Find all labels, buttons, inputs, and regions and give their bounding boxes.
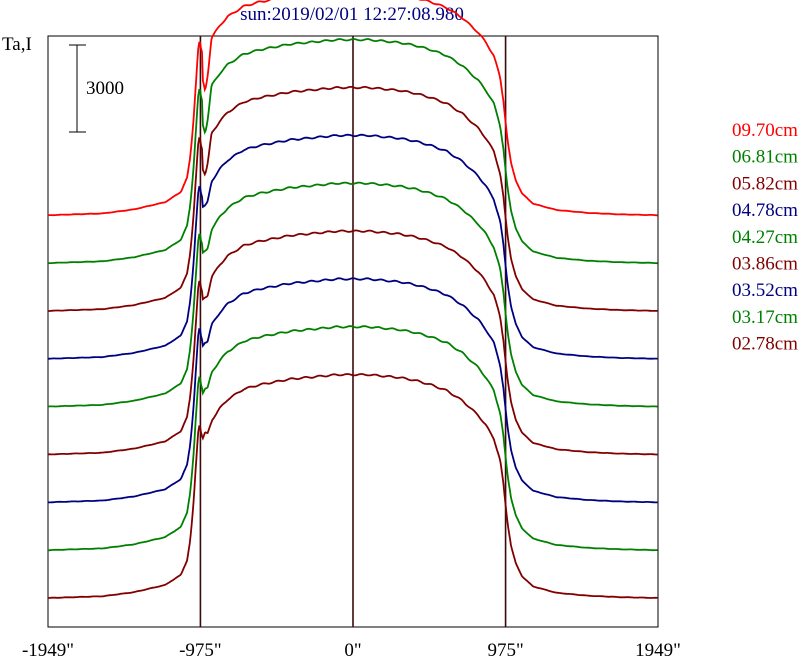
legend-entry: 03.52cm [732,280,798,301]
series-line [48,85,658,312]
series-line [47,133,658,360]
x-tick-label: 1949" [635,640,681,661]
x-tick-labels: -1949" -975" 0" 975" 1949" [22,640,681,661]
vertical-markers [199,36,507,627]
series-line [47,38,658,265]
x-tick-label: 975" [487,640,523,661]
x-tick-label: 0" [344,640,361,661]
legend-entry: 04.78cm [732,200,798,221]
legend-entry: 03.17cm [732,307,798,328]
x-tick-label: -975" [179,640,222,661]
series-layer [47,0,658,599]
legend-entry: 09.70cm [732,120,798,141]
scale-bar: 3000 [69,44,124,133]
chart-title: sun:2019/02/01 12:27:08.980 [240,4,464,25]
legend-entry: 06.81cm [732,147,798,168]
series-line [48,325,658,552]
series-line [48,0,658,217]
legend-entry: 05.82cm [732,173,798,194]
scale-bar-label: 3000 [86,78,124,99]
legend-entry: 04.27cm [732,227,798,248]
x-tick-label: -1949" [22,640,74,661]
legend-entry: 02.78cm [732,334,798,355]
y-axis-label: Ta,I [2,34,32,55]
legend: 09.70cm 06.81cm 05.82cm 04.78cm 04.27cm 03.86… [732,120,798,355]
series-line [47,181,658,408]
legend-entry: 03.86cm [732,254,798,275]
series-line [48,229,658,456]
series-line [47,277,658,504]
series-line [47,373,658,599]
